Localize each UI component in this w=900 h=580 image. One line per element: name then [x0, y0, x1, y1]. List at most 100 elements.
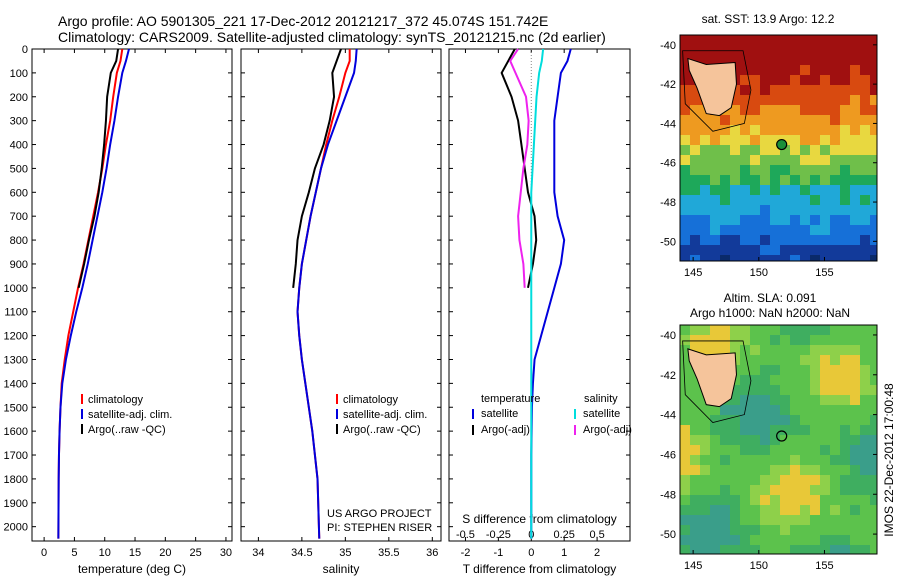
map-cell — [720, 525, 730, 535]
map-cell — [870, 75, 877, 85]
map-cell — [720, 505, 730, 515]
map-cell — [870, 505, 877, 515]
map-cell — [760, 225, 770, 235]
map-cell — [740, 465, 750, 475]
map-cell — [800, 535, 810, 545]
map-cell — [810, 485, 820, 495]
map-cell — [790, 405, 800, 415]
map-cell — [760, 495, 770, 505]
map-cell — [720, 45, 730, 55]
map-cell — [690, 205, 700, 215]
map-cell — [850, 35, 860, 45]
map-cell — [800, 205, 810, 215]
map-cell — [850, 45, 860, 55]
map-cell — [740, 495, 750, 505]
map-cell — [790, 525, 800, 535]
map-cell — [860, 245, 870, 255]
map-cell — [750, 485, 760, 495]
y-tick-label: 400 — [10, 140, 28, 152]
map-cell — [710, 125, 720, 135]
map-cell — [780, 465, 790, 475]
map-cell — [750, 355, 760, 365]
series-line-satellite-adj-clim- — [296, 48, 358, 539]
map-cell — [860, 365, 870, 375]
map-cell — [730, 205, 740, 215]
map-cell — [810, 345, 820, 355]
map-cell — [740, 425, 750, 435]
map-cell — [740, 485, 750, 495]
map-cell — [830, 85, 840, 95]
map-y-tick-label: -46 — [660, 449, 676, 461]
map-cell — [850, 455, 860, 465]
map-cell — [800, 335, 810, 345]
map-cell — [820, 35, 830, 45]
map-cell — [770, 85, 780, 95]
map-cell — [860, 385, 870, 395]
map-cell — [870, 35, 877, 45]
map-cell — [690, 215, 700, 225]
map-cell — [730, 495, 740, 505]
map-cell — [870, 545, 877, 554]
map-cell — [810, 445, 820, 455]
map-cell — [710, 245, 720, 255]
map-cell — [700, 535, 710, 545]
map-cell — [860, 475, 870, 485]
map-cell — [860, 255, 870, 261]
map-cell — [780, 325, 790, 335]
map-cell — [790, 505, 800, 515]
map-cell — [700, 175, 710, 185]
map-cell — [760, 525, 770, 535]
map-cell — [820, 185, 830, 195]
map-cell — [770, 415, 780, 425]
map-cell — [780, 505, 790, 515]
map-cell — [870, 65, 877, 75]
map-cell — [760, 245, 770, 255]
map-x-tick-label: 155 — [815, 560, 833, 572]
map-cell — [870, 365, 877, 375]
map-cell — [840, 165, 850, 175]
map-cell — [700, 225, 710, 235]
map-cell — [680, 125, 690, 135]
map-cell — [830, 525, 840, 535]
map-cell — [720, 495, 730, 505]
map-cell — [680, 325, 690, 335]
map-cell — [790, 475, 800, 485]
map-cell — [870, 185, 877, 195]
map-cell — [850, 225, 860, 235]
map-cell — [830, 175, 840, 185]
map-cell — [760, 145, 770, 155]
map-cell — [850, 155, 860, 165]
map-cell — [710, 55, 720, 65]
map-cell — [870, 405, 877, 415]
map-cell — [830, 255, 840, 261]
map-cell — [690, 245, 700, 255]
map-cell — [690, 35, 700, 45]
map-cell — [800, 235, 810, 245]
map-cell — [790, 175, 800, 185]
map-cell — [690, 255, 700, 261]
map-cell — [750, 425, 760, 435]
panel-frame-temperature — [31, 48, 233, 542]
map-cell — [690, 145, 700, 155]
map-cell — [760, 65, 770, 75]
map-cell — [730, 425, 740, 435]
map-cell — [810, 355, 820, 365]
legend-label: Argo(..raw -QC) — [343, 424, 421, 436]
map-cell — [740, 355, 750, 365]
map-cell — [780, 35, 790, 45]
map-cell — [720, 185, 730, 195]
map-cell — [870, 175, 877, 185]
map-cell — [850, 175, 860, 185]
map-cell — [790, 225, 800, 235]
map-cell — [800, 545, 810, 554]
map-cell — [860, 325, 870, 335]
map-cell — [690, 335, 700, 345]
map-cell — [740, 245, 750, 255]
map-cell — [860, 525, 870, 535]
map-cell — [690, 135, 700, 145]
map-cell — [690, 155, 700, 165]
map-cell — [690, 445, 700, 455]
map-cell — [680, 55, 690, 65]
map-cell — [750, 415, 760, 425]
